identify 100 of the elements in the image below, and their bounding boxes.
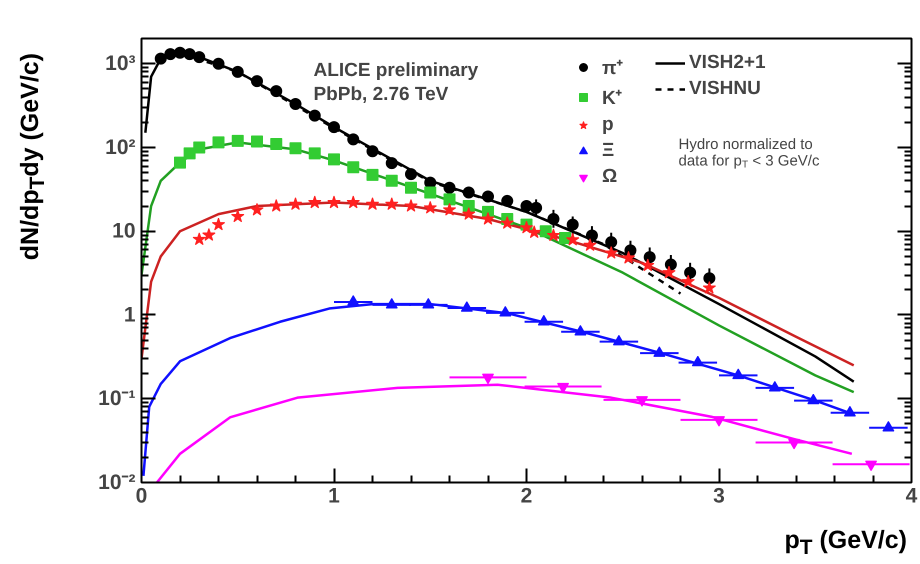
point [586,229,598,242]
point [882,420,894,432]
point [462,200,475,212]
point [308,196,322,208]
point [366,197,380,210]
point [386,298,398,309]
legend-label: VISH2+1 [689,52,766,74]
x-axis-title: p$_{T}$ (GeV/c) [784,526,907,561]
point [702,280,716,294]
point [460,301,473,312]
point [288,197,302,210]
legend-label: p [602,114,615,136]
point [530,202,542,214]
legend-label: VISHNU [689,78,761,100]
point [444,193,456,206]
point [193,51,206,64]
point [308,147,321,160]
point [154,52,167,65]
point [682,274,695,288]
point [538,314,550,326]
y-tick-label: 10 [112,220,136,243]
point [346,196,360,208]
y-tick-label: 10⁻¹ [98,387,136,410]
x-tick-label: 2 [520,484,532,508]
point [174,46,186,59]
point [442,202,456,216]
point [290,142,302,154]
point [308,110,321,122]
legend-label: K⁺ [602,87,622,110]
point [641,258,654,272]
point [184,48,196,60]
point [499,306,512,317]
point [347,295,360,306]
y-tick-label: 10⁻² [98,471,136,494]
x-tick-label: 1 [328,484,340,508]
point [251,75,263,88]
point [251,135,263,148]
point [444,182,456,194]
point [422,298,434,309]
point [520,220,534,234]
y-tick-label: 10² [105,136,136,159]
point [566,218,579,231]
point [347,161,360,174]
point [520,200,532,212]
point [328,121,340,134]
point [481,212,495,225]
point [462,186,475,198]
point [328,153,340,166]
point [605,236,618,248]
point [386,174,398,187]
point [290,98,302,110]
point [270,85,282,98]
point [232,66,244,78]
point [212,58,224,70]
point [366,168,378,181]
annotation: PbPb, 2.76 TeV [314,84,449,105]
point [612,334,625,346]
point [807,394,820,404]
point [462,207,476,220]
point [662,266,676,278]
point [405,182,417,194]
legend-label: Ω [602,166,618,188]
point [385,197,398,210]
point [270,199,283,212]
point [644,251,656,264]
point [386,157,398,170]
point [174,156,186,169]
point [347,133,360,146]
point [164,48,176,60]
x-tick-label: 0 [136,484,148,508]
x-tick-label: 4 [906,484,918,508]
point [664,258,677,271]
point [184,147,196,160]
point [604,246,618,259]
legend-label: Ξ [602,140,616,162]
point [231,209,244,222]
point [482,190,494,202]
point [212,218,226,230]
point [703,272,716,284]
point [327,196,341,208]
point [732,368,744,380]
point [212,136,224,148]
point [270,138,282,150]
y-tick-label: 1 [124,303,136,326]
point [500,216,514,229]
point [653,346,666,357]
point [250,202,264,216]
point [528,225,541,238]
y-tick-label: 10³ [105,52,136,76]
point [844,406,856,416]
point [547,213,560,225]
point [202,228,216,241]
point [692,356,704,366]
point [583,238,597,252]
point [424,186,436,198]
point [424,200,437,214]
point [768,380,781,392]
point [405,168,417,180]
point [366,145,378,158]
point [193,141,206,154]
